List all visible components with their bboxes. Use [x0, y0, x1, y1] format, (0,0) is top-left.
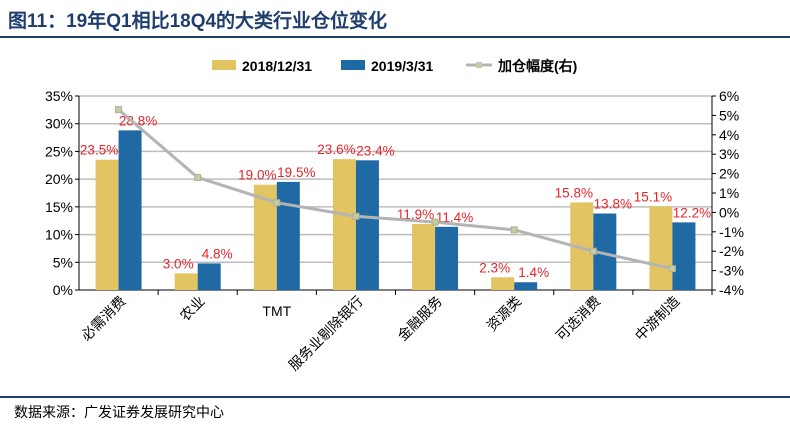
data-label: 13.8%: [594, 197, 632, 212]
legend-label: 2019/3/31: [371, 58, 433, 74]
source-rule: [0, 396, 790, 398]
title-rule: [0, 36, 790, 38]
data-label: 23.5%: [80, 143, 118, 158]
left-tick-label: 35%: [45, 88, 73, 104]
right-tick-label: -1%: [719, 224, 744, 240]
data-label: 2.3%: [479, 260, 510, 275]
bar-0: [332, 159, 356, 290]
category-label: TMT: [262, 303, 291, 319]
right-tick-label: 5%: [719, 107, 739, 123]
left-tick-label: 30%: [45, 116, 73, 132]
data-label: 15.8%: [555, 185, 593, 200]
bar-0: [491, 277, 515, 290]
bar-1: [197, 263, 221, 290]
right-tick-label: 0%: [719, 204, 739, 220]
source-note: 数据来源：广发证券发展研究中心: [14, 404, 224, 420]
right-tick-label: 1%: [719, 185, 739, 201]
category-label: 可选消费: [553, 293, 604, 344]
data-label: 12.2%: [673, 205, 711, 220]
bar-1: [118, 130, 142, 290]
bar-1: [672, 222, 696, 290]
right-tick-label: 4%: [719, 127, 739, 143]
bar-1: [593, 213, 617, 290]
left-tick-label: 15%: [45, 199, 73, 215]
data-label: 19.5%: [277, 165, 315, 180]
line-point: [273, 199, 281, 207]
data-label: 4.8%: [202, 246, 233, 261]
legend-marker: [476, 62, 482, 68]
left-tick-label: 0%: [53, 282, 73, 298]
line-point: [352, 212, 360, 220]
data-label: 23.4%: [356, 143, 394, 158]
right-tick-label: 3%: [719, 146, 739, 162]
bar-0: [174, 273, 198, 290]
bar-1: [276, 181, 300, 290]
left-tick-label: 25%: [45, 143, 73, 159]
line-point: [431, 218, 439, 226]
data-label: 19.0%: [238, 168, 276, 183]
left-tick-label: 10%: [45, 227, 73, 243]
bar-0: [649, 206, 673, 290]
left-tick-label: 20%: [45, 171, 73, 187]
legend-label: 2018/12/31: [242, 58, 312, 74]
line-point: [589, 247, 597, 255]
data-label: 11.9%: [397, 207, 434, 222]
right-tick-label: 2%: [719, 166, 739, 182]
legend-label: 加仓幅度(右): [497, 58, 577, 74]
line-point: [115, 106, 123, 114]
legend-swatch: [341, 60, 365, 70]
bar-0: [253, 184, 277, 290]
bar-0: [95, 159, 119, 290]
category-label: 必需消费: [78, 293, 129, 344]
category-label: 农业: [177, 293, 208, 324]
legend-swatch: [212, 60, 236, 70]
right-tick-label: 6%: [719, 88, 739, 104]
category-label: 资源类: [483, 293, 524, 334]
figure-title: 图11：19年Q1相比18Q4的大类行业仓位变化: [8, 11, 388, 32]
right-tick-label: -3%: [719, 263, 744, 279]
line-series: [117, 108, 673, 271]
right-tick-label: -2%: [719, 243, 744, 259]
bar-1: [355, 160, 379, 290]
bar-1: [514, 282, 538, 290]
line-point: [668, 265, 676, 273]
category-label: 金融服务: [394, 293, 445, 344]
left-tick-label: 5%: [53, 254, 73, 270]
bar-1: [435, 226, 459, 290]
right-tick-label: -4%: [719, 282, 744, 298]
data-label: 11.4%: [436, 210, 473, 225]
data-label: 23.6%: [317, 142, 355, 157]
line-point: [194, 173, 202, 181]
data-label: 1.4%: [518, 265, 549, 280]
category-label: 服务业剔除银行: [285, 293, 366, 374]
bar-0: [570, 202, 594, 290]
category-label: 中游制造: [632, 293, 683, 344]
chart: 0% 5% 10% 15% 20% 25% 30% 35% -4% -3% -2% -1% 0% 1% 2%…: [45, 58, 744, 374]
data-label: 15.1%: [634, 189, 672, 204]
data-label: 3.0%: [163, 256, 194, 271]
bar-0: [412, 224, 436, 290]
line-point: [510, 226, 518, 234]
